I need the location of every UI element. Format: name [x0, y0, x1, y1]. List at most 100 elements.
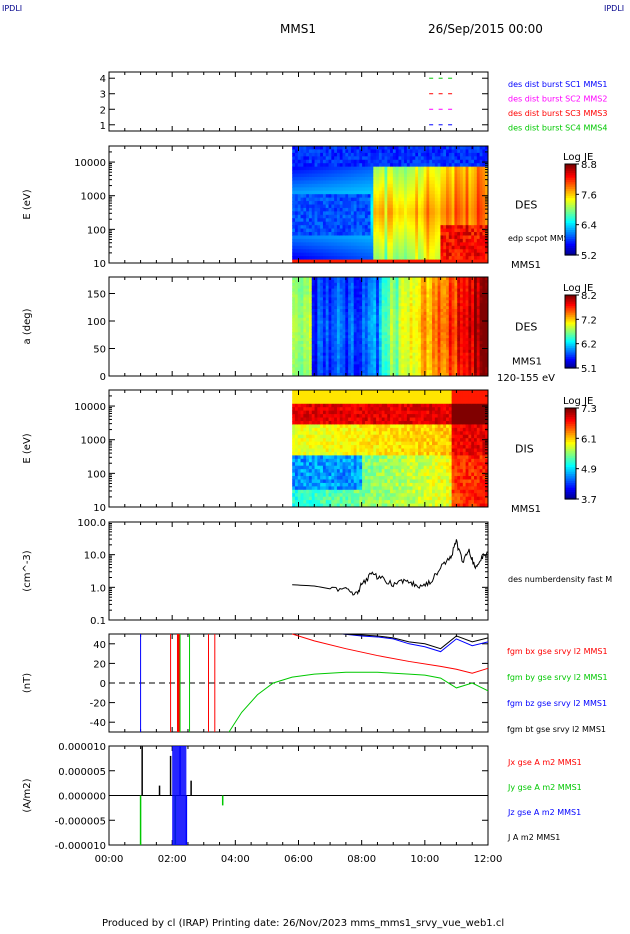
heatmap-cell	[376, 190, 380, 195]
heatmap-cell	[353, 156, 358, 161]
heatmap-cell	[474, 238, 478, 243]
heatmap-cell	[448, 156, 453, 161]
heatmap-cell	[387, 326, 391, 330]
heatmap-cell	[451, 361, 455, 365]
heatmap-cell	[454, 300, 458, 304]
heatmap-cell	[392, 166, 397, 171]
heatmap-cell	[328, 197, 332, 202]
heatmap-cell	[336, 152, 341, 157]
heatmap-cell	[370, 297, 374, 301]
heatmap-cell	[359, 259, 363, 264]
heatmap-cell	[474, 346, 478, 351]
heatmap-cell	[429, 176, 433, 181]
heatmap-cell	[322, 335, 327, 339]
heatmap-cell	[432, 173, 436, 178]
heatmap-cell	[306, 146, 310, 150]
heatmap-cell	[322, 346, 327, 351]
heatmap-cell	[348, 149, 352, 154]
heatmap-cell	[415, 349, 419, 354]
heatmap-cell	[443, 197, 447, 202]
heatmap-cell	[342, 335, 346, 339]
heatmap-cell	[446, 317, 450, 322]
heatmap-cell	[322, 291, 327, 295]
colorbar-cell	[565, 204, 576, 208]
heatmap-cell	[454, 323, 458, 327]
heatmap-cell	[406, 245, 411, 250]
heatmap-cell	[384, 352, 388, 357]
heatmap-cell	[356, 163, 360, 168]
heatmap-cell	[448, 285, 453, 290]
heatmap-cell	[328, 214, 332, 219]
heatmap-cell	[415, 183, 419, 188]
heatmap-cell	[370, 190, 374, 195]
heatmap-cell	[381, 214, 385, 219]
heatmap-cell	[443, 173, 447, 178]
heatmap-cell	[415, 214, 419, 219]
heatmap-cell	[426, 159, 430, 164]
heatmap-cell	[336, 346, 341, 351]
heatmap-cell	[434, 297, 439, 301]
heatmap-cell	[306, 170, 310, 175]
heatmap-cell	[443, 346, 447, 351]
heatmap-cell	[429, 323, 433, 327]
heatmap-cell	[479, 285, 483, 290]
heatmap-cell	[460, 225, 464, 230]
heatmap-cell	[328, 221, 332, 226]
heatmap-cell	[364, 204, 369, 209]
heatmap-cell	[474, 225, 478, 230]
heatmap-cell	[300, 259, 304, 264]
heatmap-cell	[479, 364, 483, 368]
heatmap-cell	[446, 204, 450, 209]
heatmap-cell	[432, 367, 436, 371]
heatmap-cell	[432, 306, 436, 310]
heatmap-cell	[300, 194, 304, 199]
heatmap-cell	[384, 194, 388, 199]
heatmap-cell	[342, 235, 346, 240]
heatmap-cell	[348, 194, 352, 199]
heatmap-cell	[465, 288, 469, 293]
heatmap-cell	[465, 218, 469, 223]
y-tick-label: 3	[100, 90, 106, 101]
heatmap-cell	[378, 364, 383, 368]
heatmap-cell	[468, 279, 472, 284]
heatmap-cell	[308, 190, 313, 195]
heatmap-cell	[362, 183, 366, 188]
heatmap-cell	[370, 183, 374, 188]
heatmap-cell	[311, 341, 316, 345]
heatmap-cell	[404, 252, 408, 257]
heatmap-cell	[476, 190, 481, 195]
heatmap-cell	[292, 343, 296, 348]
heatmap-cell	[336, 166, 341, 171]
heatmap-cell	[457, 285, 461, 290]
heatmap-cell	[409, 221, 413, 226]
heatmap-cell	[448, 314, 453, 319]
heatmap-cell	[465, 367, 469, 371]
heatmap-cell	[418, 245, 422, 250]
heatmap-cell	[294, 338, 299, 342]
heatmap-cell	[350, 232, 355, 236]
heatmap-cell	[303, 358, 307, 362]
heatmap-cell	[378, 338, 383, 342]
heatmap-cell	[325, 306, 330, 310]
heatmap-cell	[317, 221, 321, 226]
heatmap-cell	[401, 218, 405, 223]
heatmap-cell	[409, 163, 413, 168]
heatmap-cell	[342, 201, 346, 205]
heatmap-cell	[331, 335, 335, 339]
heatmap-cell	[429, 242, 433, 247]
heatmap-cell	[325, 358, 330, 362]
heatmap-cell	[331, 166, 335, 171]
heatmap-cell	[322, 204, 327, 209]
heatmap-cell	[434, 225, 439, 230]
heatmap-cell	[432, 194, 436, 199]
heatmap-cell	[418, 346, 422, 351]
heatmap-cell	[320, 326, 324, 330]
heatmap-cell	[370, 180, 374, 185]
heatmap-cell	[426, 194, 430, 199]
heatmap-cell	[412, 373, 416, 377]
heatmap-cell	[485, 207, 489, 212]
heatmap-cell	[398, 370, 402, 374]
heatmap-cell	[297, 288, 302, 293]
heatmap-cell	[392, 190, 397, 195]
heatmap-cell	[476, 320, 481, 325]
